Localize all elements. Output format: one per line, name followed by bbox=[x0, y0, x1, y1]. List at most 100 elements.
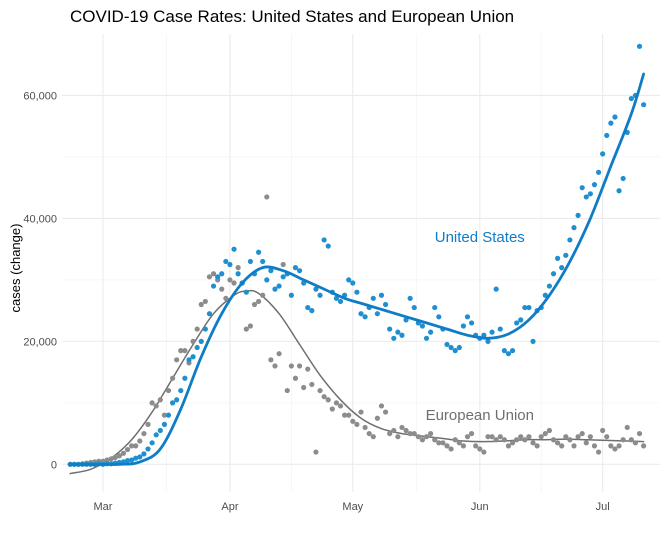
us-data-point bbox=[292, 265, 299, 271]
eu-data-point bbox=[161, 412, 167, 418]
eu-data-point bbox=[604, 434, 610, 440]
us-data-point bbox=[247, 258, 254, 265]
us-data-point bbox=[288, 292, 294, 298]
us-data-point bbox=[186, 357, 192, 363]
us-data-point bbox=[628, 95, 634, 102]
eu-data-point bbox=[485, 434, 491, 440]
us-data-point bbox=[235, 271, 241, 277]
us-data-point bbox=[567, 237, 573, 243]
eu-data-point bbox=[432, 437, 438, 443]
us-data-point bbox=[276, 283, 282, 289]
us-data-point bbox=[428, 329, 434, 335]
us-data-point bbox=[550, 271, 557, 277]
eu-data-point bbox=[296, 363, 303, 369]
eu-data-point bbox=[559, 443, 565, 449]
us-data-point bbox=[231, 246, 237, 252]
x-tick-label: Jul bbox=[596, 501, 610, 513]
eu-data-point bbox=[178, 348, 184, 354]
eu-data-point bbox=[342, 412, 348, 418]
us-data-point bbox=[612, 114, 618, 120]
us-data-point bbox=[444, 341, 450, 348]
us-data-point bbox=[575, 212, 581, 218]
eu-data-point bbox=[542, 430, 548, 437]
us-data-point bbox=[325, 243, 331, 249]
us-data-point bbox=[206, 311, 213, 317]
us-data-point bbox=[296, 268, 303, 274]
us-data-point bbox=[399, 332, 405, 338]
eu-data-point bbox=[120, 450, 127, 456]
eu-data-point bbox=[600, 427, 606, 434]
us-data-point bbox=[124, 458, 131, 464]
eu-data-point bbox=[374, 415, 380, 421]
us-data-point bbox=[227, 261, 233, 268]
eu-data-point bbox=[206, 274, 213, 280]
us-data-point bbox=[153, 432, 159, 438]
eu-data-point bbox=[145, 421, 151, 427]
us-data-point bbox=[493, 286, 499, 292]
eu-data-point bbox=[354, 421, 360, 427]
us-data-point bbox=[350, 280, 356, 286]
eu-data-point bbox=[391, 427, 397, 434]
eu-data-point bbox=[174, 357, 180, 363]
eu-data-point bbox=[157, 397, 163, 403]
us-data-point bbox=[169, 400, 176, 406]
eu-data-point bbox=[337, 403, 344, 409]
eu-data-point bbox=[616, 443, 622, 449]
eu-data-point bbox=[550, 437, 557, 443]
eu-data-point bbox=[612, 446, 618, 452]
x-tick-label: Mar bbox=[93, 501, 112, 513]
eu-data-point bbox=[149, 400, 155, 406]
eu-data-point bbox=[407, 430, 413, 437]
eu-data-point bbox=[518, 434, 524, 440]
us-data-point bbox=[456, 344, 462, 351]
us-data-point bbox=[608, 120, 614, 126]
eu-data-point bbox=[436, 440, 442, 446]
eu-data-point bbox=[579, 430, 585, 437]
y-axis-label: cases (change) bbox=[8, 224, 23, 313]
us-data-point bbox=[616, 188, 622, 194]
eu-data-point bbox=[456, 440, 462, 446]
us-data-point bbox=[321, 237, 327, 243]
us-data-point bbox=[374, 311, 380, 317]
x-tick-label: May bbox=[342, 501, 363, 513]
eu-data-point bbox=[583, 440, 589, 446]
eu-series-label: European Union bbox=[426, 407, 534, 424]
eu-data-point bbox=[423, 434, 430, 440]
us-data-point bbox=[505, 351, 512, 357]
us-data-point bbox=[358, 311, 364, 317]
eu-data-point bbox=[428, 430, 434, 437]
eu-data-point bbox=[440, 440, 446, 446]
eu-data-point bbox=[415, 434, 421, 440]
eu-data-point bbox=[223, 295, 229, 301]
eu-data-point bbox=[481, 449, 487, 455]
us-data-point bbox=[305, 304, 311, 311]
us-data-point bbox=[382, 301, 389, 308]
us-data-point bbox=[378, 292, 385, 298]
eu-data-point bbox=[116, 453, 122, 459]
eu-data-point bbox=[288, 363, 294, 369]
us-data-point bbox=[133, 455, 139, 461]
us-data-point bbox=[362, 314, 368, 320]
eu-data-point bbox=[104, 457, 110, 463]
eu-data-point bbox=[305, 366, 311, 372]
eu-data-point bbox=[534, 443, 540, 449]
eu-data-point bbox=[501, 437, 507, 443]
series-labels: United States European Union bbox=[426, 229, 534, 424]
us-data-point bbox=[202, 326, 208, 332]
eu-data-point bbox=[567, 437, 573, 443]
us-data-point bbox=[256, 249, 262, 255]
us-data-point bbox=[333, 295, 340, 301]
eu-data-point bbox=[165, 387, 172, 394]
eu-data-point bbox=[272, 363, 278, 369]
us-data-point bbox=[579, 185, 585, 191]
eu-data-point bbox=[137, 438, 143, 444]
eu-data-point bbox=[489, 434, 495, 440]
us-series-label: United States bbox=[435, 229, 525, 246]
y-tick-label: 40,000 bbox=[23, 213, 57, 225]
eu-data-point bbox=[309, 381, 315, 388]
eu-data-point bbox=[382, 409, 389, 415]
eu-data-point bbox=[464, 434, 471, 440]
us-data-point bbox=[591, 182, 598, 188]
eu-data-point bbox=[452, 437, 458, 443]
